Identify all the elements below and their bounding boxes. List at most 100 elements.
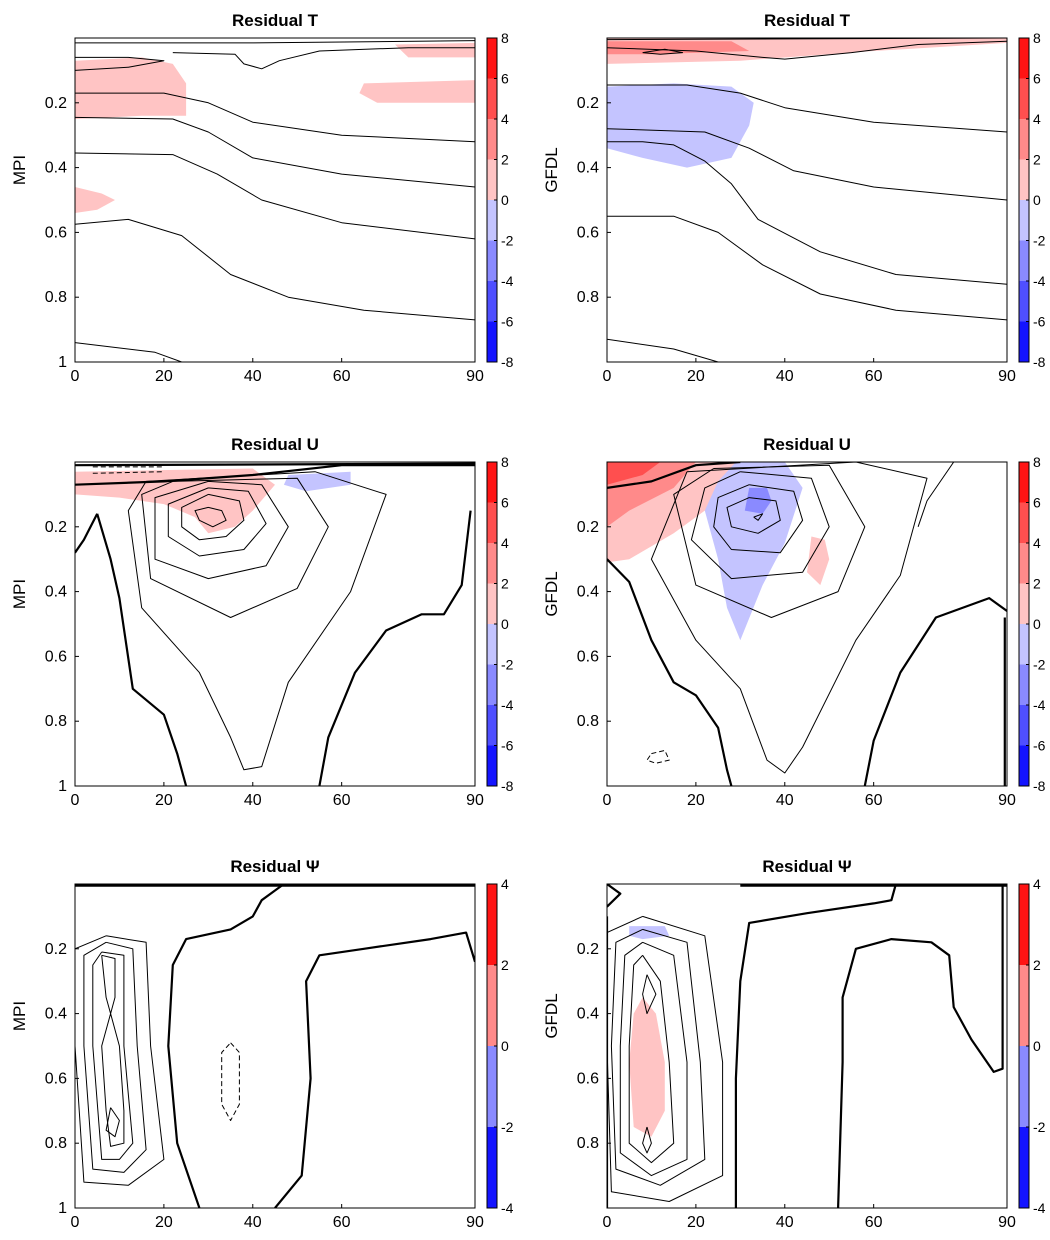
plot-area xyxy=(75,884,475,1208)
contour-line-9 xyxy=(607,558,733,786)
y-tick-label: 0.8 xyxy=(45,713,67,730)
colorbar-tick-label: -4 xyxy=(1033,273,1046,289)
contour-line-13 xyxy=(318,510,472,786)
x-tick-label: 0 xyxy=(71,368,80,385)
x-tick-label: 60 xyxy=(865,368,883,385)
panel-title: Residual Ψ xyxy=(230,857,319,876)
colorbar-tick-label: 2 xyxy=(501,152,509,168)
y-axis-label: MPI xyxy=(10,155,29,185)
shaded-region-3 xyxy=(607,462,661,485)
colorbar-tick-label: 8 xyxy=(1033,454,1041,470)
contour-line-6 xyxy=(75,152,475,240)
colorbar: 8 6 4 2 0 -2 -4 -6 -8 xyxy=(486,30,514,370)
y-tick-label: 1 xyxy=(58,1200,67,1217)
contour-line-1 xyxy=(607,462,741,489)
colorbar-segment xyxy=(1019,321,1029,362)
x-tick-label: 40 xyxy=(244,368,262,385)
y-tick-label: 0.6 xyxy=(45,224,67,241)
contour-line-4 xyxy=(642,1126,652,1154)
colorbar-tick-label: 8 xyxy=(1033,30,1041,46)
contour-line-3 xyxy=(607,40,1007,60)
colorbar-tick-label: 4 xyxy=(1033,535,1041,551)
contour-line-10 xyxy=(274,931,475,1208)
colorbar-segment xyxy=(1019,705,1029,746)
colorbar-segment xyxy=(1019,38,1029,79)
contour-line-6 xyxy=(619,941,688,1177)
y-tick-label: 0.2 xyxy=(45,941,67,958)
y-tick-label: 1 xyxy=(58,778,67,795)
panel-title: Residual U xyxy=(763,435,851,454)
x-tick-label: 40 xyxy=(776,368,794,385)
colorbar-tick-label: -2 xyxy=(1033,1119,1046,1135)
colorbar-tick-label: -6 xyxy=(1033,314,1046,330)
x-tick-label: 60 xyxy=(333,1214,351,1231)
y-tick-label: 0.6 xyxy=(45,648,67,665)
colorbar-tick-label: -2 xyxy=(1033,233,1046,249)
y-axis-label: GFDL xyxy=(542,993,561,1038)
colorbar-tick-label: 0 xyxy=(1033,616,1041,632)
x-tick-label: 20 xyxy=(687,1214,705,1231)
x-tick-label: 40 xyxy=(244,1214,262,1231)
shaded-region-3 xyxy=(607,83,754,168)
contour-line-9 xyxy=(734,884,897,1208)
colorbar-segment xyxy=(487,1046,497,1127)
colorbar: 8 6 4 2 0 -2 -4 -6 -8 xyxy=(1018,454,1046,794)
shaded-region-4 xyxy=(807,536,830,586)
y-tick-label: 0.8 xyxy=(45,1135,67,1152)
colorbar-tick-label: -8 xyxy=(501,778,514,794)
colorbar: 8 6 4 2 0 -2 -4 -6 -8 xyxy=(486,454,514,794)
contour-line-4 xyxy=(75,92,475,143)
panel-title: Residual Ψ xyxy=(762,857,851,876)
contour-line-7 xyxy=(610,928,706,1186)
y-tick-label: 0.8 xyxy=(577,289,599,306)
y-tick-label: 0.2 xyxy=(45,95,67,112)
y-axis-label: GFDL xyxy=(542,147,561,192)
contour-line-12 xyxy=(646,749,670,764)
x-tick-label: 40 xyxy=(244,792,262,809)
contour-line-1 xyxy=(75,40,475,44)
contour-line-5 xyxy=(628,954,675,1164)
colorbar-segment xyxy=(487,543,497,584)
x-tick-label: 20 xyxy=(155,368,173,385)
contour-line-6 xyxy=(607,215,1007,321)
colorbar-tick-label: -4 xyxy=(501,1200,514,1216)
contour-line-10 xyxy=(863,597,1007,786)
colorbar: 8 6 4 2 0 -2 -4 -6 -8 xyxy=(1018,30,1046,370)
colorbar-tick-label: -6 xyxy=(501,738,514,754)
contour-line-7 xyxy=(167,487,267,557)
y-tick-label: 0.4 xyxy=(45,1006,67,1023)
panel-title: Residual T xyxy=(764,11,851,30)
colorbar-tick-label: 2 xyxy=(501,957,509,973)
axes-frame xyxy=(74,37,476,363)
colorbar-tick-label: -6 xyxy=(501,314,514,330)
colorbar-segment xyxy=(1019,159,1029,200)
colorbar-tick-label: -6 xyxy=(1033,738,1046,754)
shaded-region-4 xyxy=(395,42,475,58)
shaded-region-2 xyxy=(283,471,351,492)
panel-title: Residual T xyxy=(232,11,319,30)
colorbar-tick-label: -4 xyxy=(1033,697,1046,713)
contour-line-8 xyxy=(221,1042,240,1121)
y-tick-label: 0.4 xyxy=(577,584,599,601)
colorbar-segment xyxy=(1019,745,1029,786)
contour-line-8 xyxy=(882,462,955,527)
contour-line-7 xyxy=(650,462,928,774)
colorbar-segment xyxy=(487,583,497,624)
contour-line-2 xyxy=(607,884,622,908)
y-tick-label: 0.2 xyxy=(577,941,599,958)
colorbar-segment xyxy=(1019,543,1029,584)
colorbar-tick-label: 2 xyxy=(1033,957,1041,973)
colorbar-segment xyxy=(487,884,497,965)
colorbar-segment xyxy=(1019,78,1029,119)
colorbar-segment xyxy=(487,502,497,543)
colorbar-tick-label: -8 xyxy=(1033,778,1046,794)
x-tick-label: 20 xyxy=(155,792,173,809)
colorbar-segment xyxy=(487,38,497,79)
contour-line-2 xyxy=(75,462,475,467)
contour-line-10 xyxy=(837,884,1004,1208)
shaded-region-2 xyxy=(607,41,750,55)
colorbar-tick-label: -4 xyxy=(1033,1200,1046,1216)
colorbar-tick-label: 8 xyxy=(501,30,509,46)
contour-line-3 xyxy=(642,974,657,1015)
